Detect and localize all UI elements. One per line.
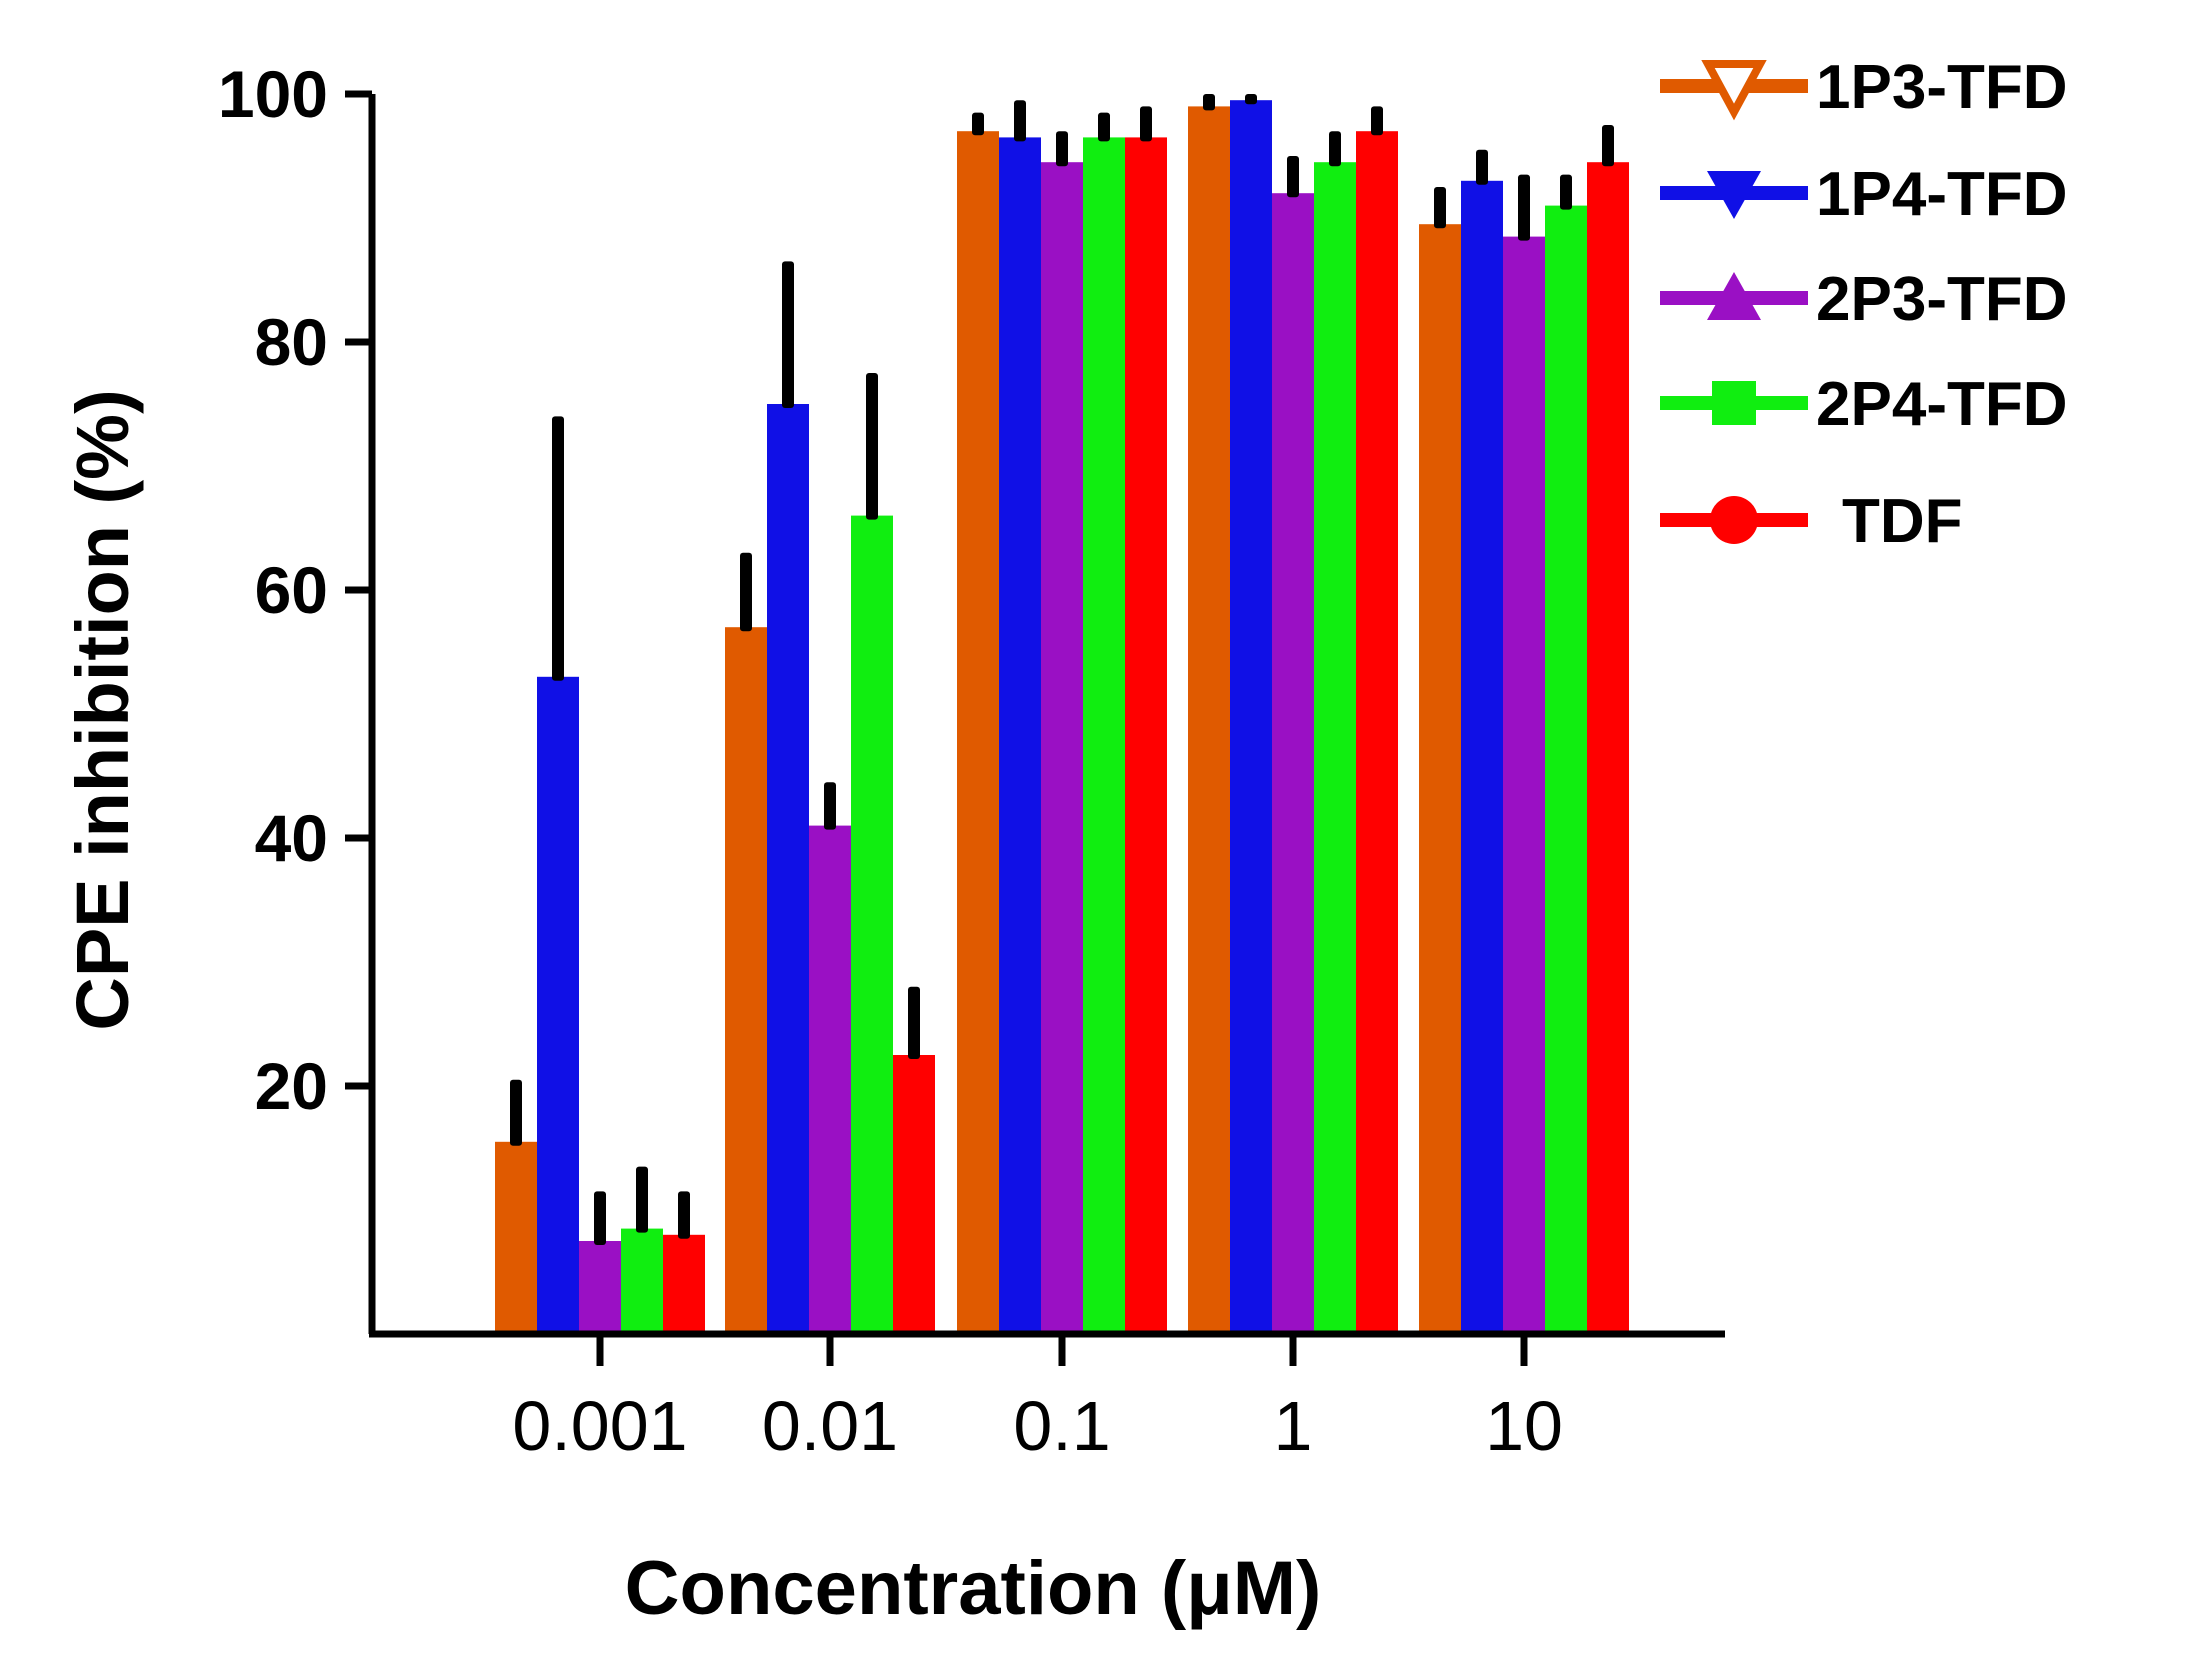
error-bar-2p3-tfd-1 xyxy=(1287,156,1299,198)
error-bar-2p4-tfd-0.001 xyxy=(636,1166,648,1233)
error-bar-1p4-tfd-0.01 xyxy=(782,261,794,408)
error-bar-1p3-tfd-0.01 xyxy=(740,552,752,632)
error-bar-tdf-1 xyxy=(1371,106,1383,136)
legend-label: 2P3-TFD xyxy=(1816,265,2067,334)
error-bar-2p3-tfd-0.01 xyxy=(824,782,836,830)
legend-label: TDF xyxy=(1842,487,1963,556)
bar-2p3-tfd-0.001 xyxy=(579,1241,621,1334)
bar-1p3-tfd-10 xyxy=(1419,224,1461,1335)
bar-2p4-tfd-1 xyxy=(1314,162,1356,1335)
y-ticks: 20 40 60 80 100 xyxy=(218,57,372,1123)
bar-2p3-tfd-1 xyxy=(1272,193,1314,1335)
legend-marker-square xyxy=(1712,381,1756,425)
bar-2p3-tfd-0.1 xyxy=(1041,162,1083,1335)
bar-1p3-tfd-0.01 xyxy=(725,627,767,1334)
y-tick-label: 40 xyxy=(255,801,328,875)
bar-1p4-tfd-0.001 xyxy=(537,676,579,1334)
bar-tdf-10 xyxy=(1587,162,1629,1335)
legend-marker-circle xyxy=(1710,496,1758,544)
error-bar-1p4-tfd-0.001 xyxy=(552,416,564,681)
legend-label: 1P4-TFD xyxy=(1816,160,2067,229)
x-tick-label: 0.01 xyxy=(762,1387,898,1465)
x-tick-label: 1 xyxy=(1274,1387,1313,1465)
axes xyxy=(368,94,1725,1338)
legend-marker-triangle-down xyxy=(1707,171,1761,219)
bar-1p4-tfd-0.1 xyxy=(999,137,1041,1334)
legend-label: 1P3-TFD xyxy=(1816,53,2067,122)
error-bar-1p3-tfd-10 xyxy=(1434,187,1446,229)
legend: 1P3-TFD 1P4-TFD 2P3-TFD 2P4-TFD TDF xyxy=(1660,53,2067,556)
bar-1p3-tfd-0.001 xyxy=(495,1141,537,1334)
x-ticks: 0.001 0.01 0.1 1 10 xyxy=(512,1334,1563,1465)
x-tick-label: 10 xyxy=(1485,1387,1563,1465)
error-bar-1p4-tfd-10 xyxy=(1476,149,1488,185)
y-tick-label: 20 xyxy=(255,1049,328,1123)
bar-tdf-0.1 xyxy=(1125,137,1167,1334)
bars-layer xyxy=(495,100,1629,1335)
bar-1p4-tfd-1 xyxy=(1230,100,1272,1335)
bar-1p3-tfd-1 xyxy=(1188,106,1230,1334)
legend-item-1p4-tfd: 1P4-TFD xyxy=(1660,160,2067,229)
bar-tdf-0.01 xyxy=(893,1055,935,1334)
y-axis-label: CPE inhibition (%) xyxy=(61,389,144,1030)
error-bar-2p3-tfd-10 xyxy=(1518,174,1530,241)
bar-2p4-tfd-0.001 xyxy=(621,1228,663,1334)
error-bar-tdf-0.001 xyxy=(678,1191,690,1239)
error-bar-tdf-10 xyxy=(1602,125,1614,167)
y-tick-label: 60 xyxy=(255,553,328,627)
error-bar-2p3-tfd-0.1 xyxy=(1056,131,1068,167)
bar-2p4-tfd-0.1 xyxy=(1083,137,1125,1334)
bar-2p4-tfd-0.01 xyxy=(851,515,893,1334)
error-bar-1p4-tfd-0.1 xyxy=(1014,100,1026,142)
legend-item-2p3-tfd: 2P3-TFD xyxy=(1660,265,2067,334)
legend-label: 2P4-TFD xyxy=(1816,370,2067,439)
error-bar-2p4-tfd-1 xyxy=(1329,131,1341,167)
error-bar-1p3-tfd-0.001 xyxy=(510,1079,522,1146)
bar-1p4-tfd-10 xyxy=(1461,180,1503,1334)
error-bar-1p4-tfd-1 xyxy=(1245,94,1257,105)
bar-2p3-tfd-0.01 xyxy=(809,825,851,1334)
bar-2p3-tfd-10 xyxy=(1503,236,1545,1335)
error-bar-2p3-tfd-0.001 xyxy=(594,1191,606,1245)
bar-tdf-1 xyxy=(1356,131,1398,1335)
error-bar-2p4-tfd-0.01 xyxy=(866,373,878,520)
y-tick-label: 80 xyxy=(255,305,328,379)
error-bar-2p4-tfd-0.1 xyxy=(1098,112,1110,142)
error-bar-2p4-tfd-10 xyxy=(1560,174,1572,210)
y-tick-label: 100 xyxy=(218,57,328,131)
error-bars-layer xyxy=(510,94,1614,1245)
x-tick-label: 0.1 xyxy=(1013,1387,1110,1465)
legend-item-tdf: TDF xyxy=(1660,487,1963,556)
bar-tdf-0.001 xyxy=(663,1234,705,1334)
error-bar-1p3-tfd-0.1 xyxy=(972,112,984,136)
legend-item-1p3-tfd: 1P3-TFD xyxy=(1660,53,2067,122)
legend-marker-triangle-up xyxy=(1707,272,1761,320)
x-tick-label: 0.001 xyxy=(512,1387,687,1465)
bar-2p4-tfd-10 xyxy=(1545,205,1587,1335)
legend-item-2p4-tfd: 2P4-TFD xyxy=(1660,370,2067,439)
bar-1p4-tfd-0.01 xyxy=(767,404,809,1334)
error-bar-1p3-tfd-1 xyxy=(1203,94,1215,111)
error-bar-tdf-0.01 xyxy=(908,986,920,1059)
legend-marker-triangle-down-open xyxy=(1701,60,1767,121)
bar-1p3-tfd-0.1 xyxy=(957,131,999,1335)
x-axis-label: Concentration (μM) xyxy=(625,1546,1322,1631)
error-bar-tdf-0.1 xyxy=(1140,106,1152,142)
